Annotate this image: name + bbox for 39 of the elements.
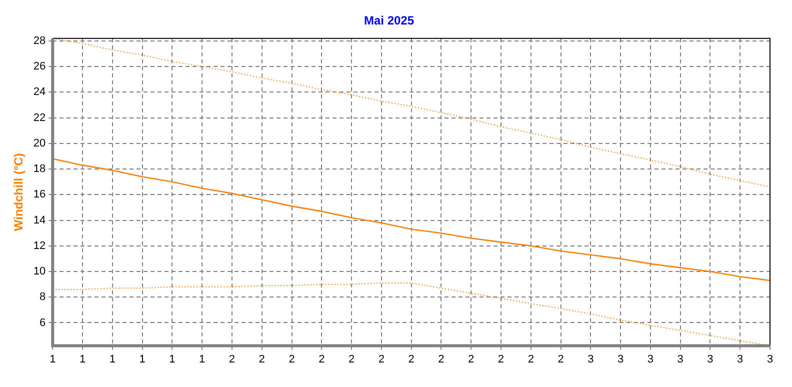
x-tick-label: 3 <box>588 353 594 366</box>
x-tick-label: 1 <box>139 353 146 366</box>
x-tick-label: 2 <box>468 353 474 366</box>
x-tick-label: 2 <box>438 353 444 366</box>
x-tick-label: 2 <box>318 353 325 366</box>
y-tick-label: 22 <box>33 112 46 124</box>
y-tick-label: 16 <box>33 188 46 201</box>
x-tick-label: 3 <box>737 353 744 366</box>
y-axis-title: Windchill (°C) <box>12 153 26 232</box>
y-tick-label: 8 <box>40 291 46 304</box>
x-tick-label: 2 <box>348 353 355 366</box>
x-tick-label: 3 <box>617 353 624 366</box>
y-tick-label: 14 <box>33 214 46 226</box>
x-tick-label: 2 <box>288 353 295 366</box>
x-tick-label: 1 <box>199 353 206 366</box>
x-tick-label: 3 <box>766 353 774 366</box>
x-tick-label: 2 <box>558 353 564 366</box>
x-tick-label: 2 <box>258 353 265 366</box>
y-tick-label: 12 <box>33 240 46 252</box>
chart-title: Mai 2025 <box>364 14 414 28</box>
x-tick-label: 1 <box>109 353 116 366</box>
y-tick-label: 10 <box>33 266 46 278</box>
x-tick-label: 2 <box>408 353 414 366</box>
x-tick-label: 3 <box>647 353 654 366</box>
x-tick-label: 1 <box>50 353 56 366</box>
x-tick-label: 2 <box>498 353 504 366</box>
x-tick-label: 3 <box>677 353 684 366</box>
x-tick-label: 3 <box>707 353 714 366</box>
x-tick-label: 1 <box>79 353 86 366</box>
y-tick-label: 28 <box>33 34 46 47</box>
x-tick-label: 2 <box>378 353 384 366</box>
x-tick-label: 1 <box>169 353 176 366</box>
y-tick-label: 18 <box>33 163 46 176</box>
y-tick-label: 20 <box>33 137 46 150</box>
y-tick-label: 6 <box>40 316 46 329</box>
y-tick-label: 24 <box>33 86 46 98</box>
y-tick-label: 26 <box>33 60 46 73</box>
x-tick-label: 2 <box>228 353 236 366</box>
x-tick-label: 2 <box>528 353 534 366</box>
